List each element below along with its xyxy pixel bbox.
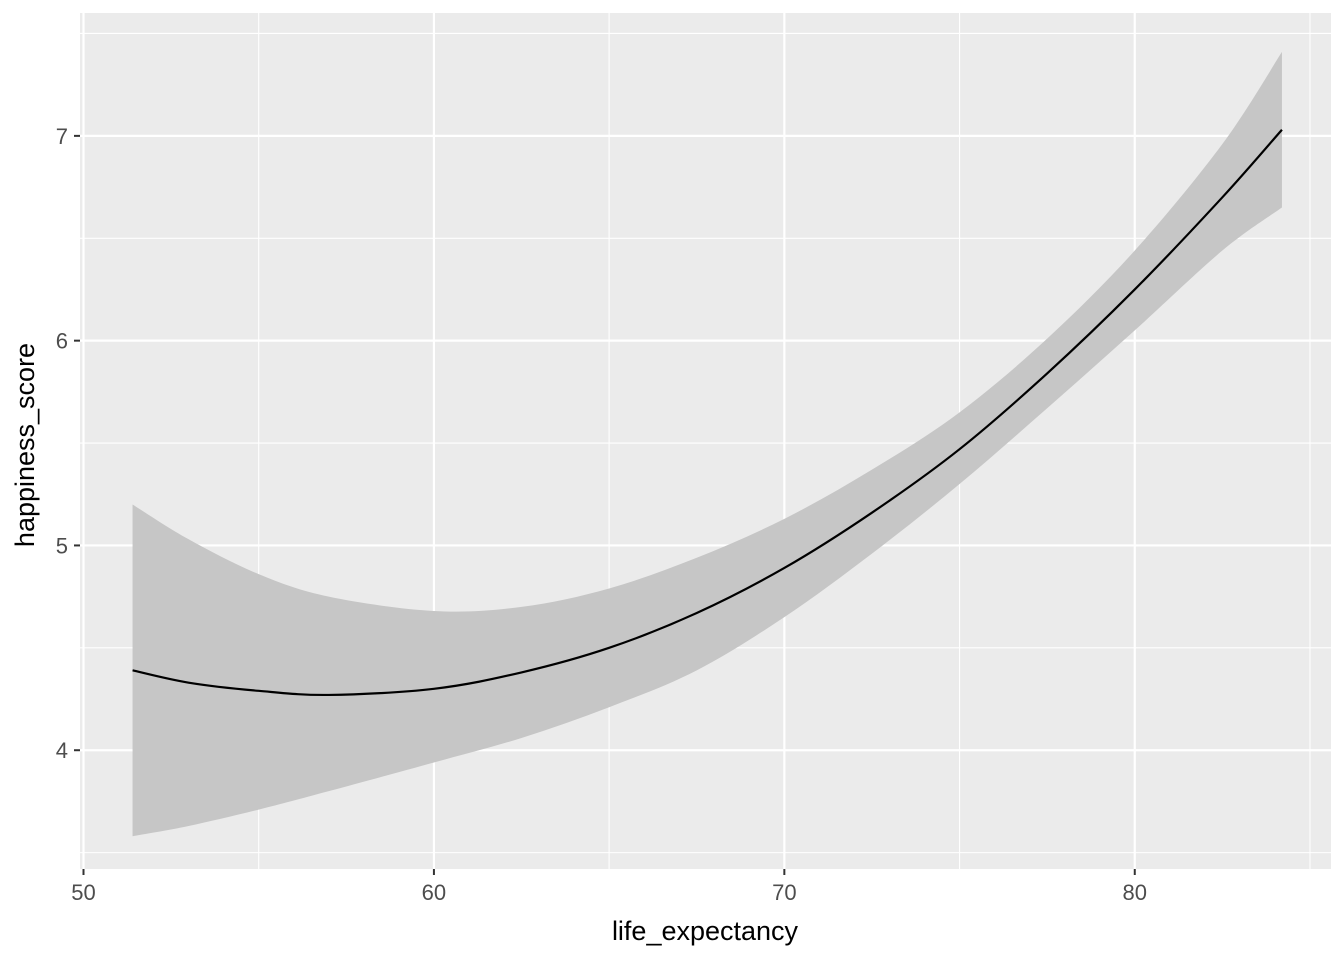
y-axis: 4 5 6 7 (56, 124, 80, 763)
x-axis: 50 60 70 80 (71, 869, 1147, 905)
x-axis-title: life_expectancy (612, 916, 799, 946)
confidence-ribbon (132, 51, 1282, 837)
x-tick-label: 60 (422, 880, 446, 905)
x-tick-label: 50 (71, 880, 95, 905)
y-axis-title: happiness_score (10, 343, 40, 547)
x-tick-label: 70 (772, 880, 796, 905)
y-tick-label: 7 (56, 124, 68, 149)
x-tick-label: 80 (1123, 880, 1147, 905)
y-tick-label: 6 (56, 329, 68, 354)
y-tick-label: 4 (56, 738, 68, 763)
smooth-line (132, 129, 1283, 697)
y-tick-label: 5 (56, 533, 68, 558)
